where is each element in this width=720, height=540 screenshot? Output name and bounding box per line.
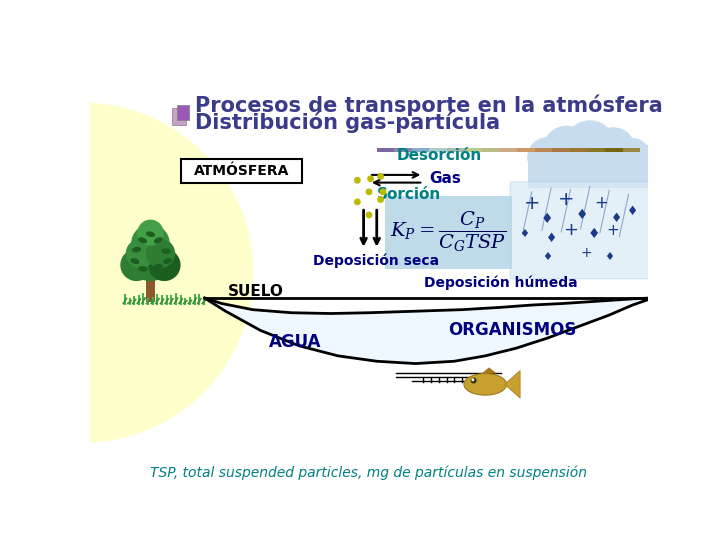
Bar [145,256,155,302]
Bar [528,153,648,188]
Text: ♦: ♦ [604,252,614,262]
Circle shape [378,197,383,202]
Bar [172,108,186,125]
Text: ♦: ♦ [541,212,554,226]
Text: ♦: ♦ [627,205,638,218]
Circle shape [138,220,163,245]
Bar [482,148,500,152]
Bar [535,148,552,152]
Circle shape [591,128,635,171]
Text: TSP, total suspended particles, mg de partículas en suspensión: TSP, total suspended particles, mg de pa… [150,465,588,480]
Polygon shape [482,367,497,374]
Circle shape [149,249,180,280]
Text: +: + [580,246,592,260]
Polygon shape [505,370,520,398]
Text: +: + [523,194,540,213]
Bar [588,148,605,152]
Ellipse shape [138,266,147,272]
Bar [177,105,189,120]
FancyBboxPatch shape [510,182,650,279]
Circle shape [132,225,169,262]
Bar [447,148,464,152]
Text: Deposición húmeda: Deposición húmeda [424,275,577,290]
Text: +: + [559,190,575,209]
Bar [384,195,513,269]
Circle shape [528,138,567,177]
Ellipse shape [464,374,507,395]
Text: +: + [595,194,608,212]
Ellipse shape [153,238,163,243]
Ellipse shape [130,258,140,264]
Text: SUELO: SUELO [228,284,284,299]
Circle shape [147,240,174,267]
Ellipse shape [153,264,163,269]
Text: +: + [607,223,619,238]
Circle shape [472,379,474,381]
Text: ♦: ♦ [546,232,557,245]
Text: Gas: Gas [429,171,462,186]
Circle shape [616,139,649,173]
Bar [395,148,412,152]
Ellipse shape [132,247,141,252]
Text: Distribución gas-partícula: Distribución gas-partícula [194,112,500,133]
Bar [181,159,302,184]
Circle shape [355,199,360,205]
Text: ♦: ♦ [588,227,600,241]
Polygon shape [204,298,648,363]
Text: ♦: ♦ [519,229,529,239]
Circle shape [355,178,360,183]
Text: ORGANISMOS: ORGANISMOS [448,321,577,340]
Circle shape [368,176,373,181]
Text: Sorción: Sorción [377,187,441,201]
Ellipse shape [161,248,171,254]
Text: ♦: ♦ [611,212,623,225]
Text: AGUA: AGUA [269,333,322,351]
Circle shape [0,103,253,442]
Circle shape [121,249,152,280]
Text: Desorción: Desorción [396,148,482,163]
Circle shape [632,146,664,177]
Bar [377,148,395,152]
Text: Deposición seca: Deposición seca [313,254,439,268]
Text: ♦: ♦ [576,208,588,222]
Bar [570,148,588,152]
Ellipse shape [163,258,172,264]
Bar [623,148,640,152]
Bar [500,148,517,152]
Text: ♦: ♦ [542,252,552,262]
Bar [464,148,482,152]
Ellipse shape [138,238,148,243]
Circle shape [366,189,372,194]
Circle shape [544,126,590,173]
Bar [517,148,535,152]
Circle shape [472,378,476,383]
Circle shape [565,121,615,170]
Circle shape [378,174,383,179]
Text: ATMÓSFERA: ATMÓSFERA [194,164,289,178]
Ellipse shape [146,231,155,237]
Circle shape [127,240,154,267]
Bar [552,148,570,152]
Bar [412,148,429,152]
Text: $K_P = \dfrac{C_P}{C_G TSP}$: $K_P = \dfrac{C_P}{C_G TSP}$ [390,210,507,254]
Text: +: + [563,221,578,239]
Bar [429,148,447,152]
Circle shape [366,212,372,218]
Circle shape [127,234,174,280]
Circle shape [380,189,386,194]
Text: Procesos de transporte en la atmósfera: Procesos de transporte en la atmósfera [194,94,662,116]
Bar [605,148,623,152]
